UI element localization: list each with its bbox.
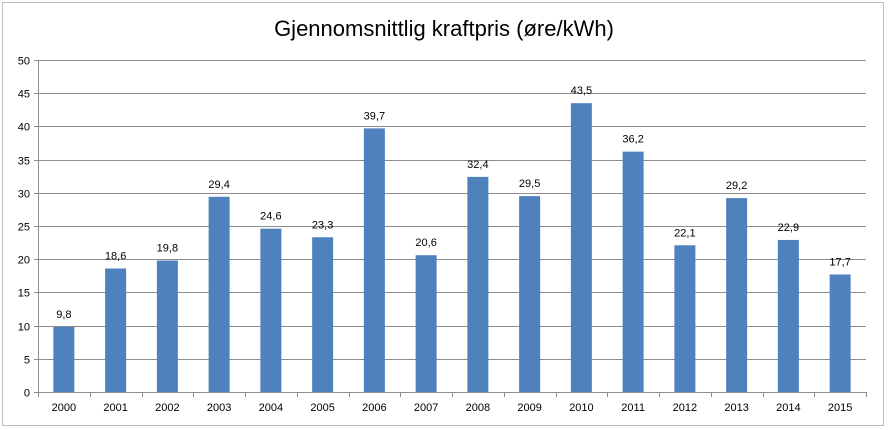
bar-2009 (519, 196, 541, 392)
data-label-2005: 23,3 (312, 219, 333, 231)
y-tick-label: 10 (18, 322, 30, 334)
data-label-2001: 18,6 (105, 250, 126, 262)
x-tick-label: 2011 (621, 402, 645, 414)
x-tick-label: 2000 (52, 402, 76, 414)
x-tick-label: 2008 (466, 402, 490, 414)
x-tick-label: 2010 (569, 402, 593, 414)
bar-2001 (105, 268, 127, 392)
x-tick-label: 2014 (776, 402, 800, 414)
data-label-2011: 36,2 (622, 134, 643, 146)
bar-2015 (829, 274, 851, 392)
chart-title: Gjennomsnittlig kraftpris (øre/kWh) (274, 16, 614, 41)
x-tick-label: 2002 (155, 402, 179, 414)
x-tick-label: 2001 (103, 402, 127, 414)
bar-2002 (156, 260, 178, 392)
y-tick-label: 45 (18, 89, 30, 101)
data-label-2008: 32,4 (467, 159, 488, 171)
bar-2008 (467, 176, 489, 392)
y-tick-label: 35 (18, 156, 30, 168)
bar-2011 (622, 151, 644, 392)
bar-2012 (674, 245, 696, 392)
data-label-2006: 39,7 (364, 110, 385, 122)
x-tick-label: 2003 (207, 402, 231, 414)
y-tick-label: 0 (24, 388, 30, 400)
data-label-2009: 29,5 (519, 178, 540, 190)
x-tick-label: 2006 (362, 402, 386, 414)
y-tick-label: 50 (18, 56, 30, 68)
y-tick-label: 40 (18, 122, 30, 134)
bar-2000 (53, 326, 75, 392)
data-label-2002: 19,8 (157, 243, 178, 255)
data-label-2012: 22,1 (674, 227, 695, 239)
data-label-2007: 20,6 (415, 237, 436, 249)
y-tick-label: 20 (18, 255, 30, 267)
y-tick-label: 15 (18, 288, 30, 300)
bar-2004 (260, 228, 282, 392)
x-tick-label: 2004 (259, 402, 283, 414)
data-label-2004: 24,6 (260, 211, 281, 223)
bar-2010 (570, 103, 592, 392)
y-tick-label: 5 (24, 355, 30, 367)
data-label-2000: 9,8 (56, 309, 71, 321)
x-tick-label: 2007 (414, 402, 438, 414)
x-tick-label: 2015 (828, 402, 852, 414)
bar-2003 (208, 196, 230, 392)
x-tick-label: 2013 (724, 402, 748, 414)
data-label-2013: 29,2 (726, 180, 747, 192)
data-label-2015: 17,7 (829, 256, 850, 268)
data-label-2010: 43,5 (571, 85, 592, 97)
bar-2005 (312, 237, 334, 392)
data-label-2003: 29,4 (208, 179, 229, 191)
bar-2014 (777, 239, 799, 392)
x-tick-label: 2009 (517, 402, 541, 414)
data-label-2014: 22,9 (778, 222, 799, 234)
y-tick-label: 30 (18, 189, 30, 201)
bar-2013 (726, 198, 748, 392)
bar-2006 (363, 128, 385, 392)
bar-2007 (415, 255, 437, 392)
x-tick-label: 2012 (673, 402, 697, 414)
x-tick-label: 2005 (310, 402, 334, 414)
y-tick-label: 25 (18, 222, 30, 234)
